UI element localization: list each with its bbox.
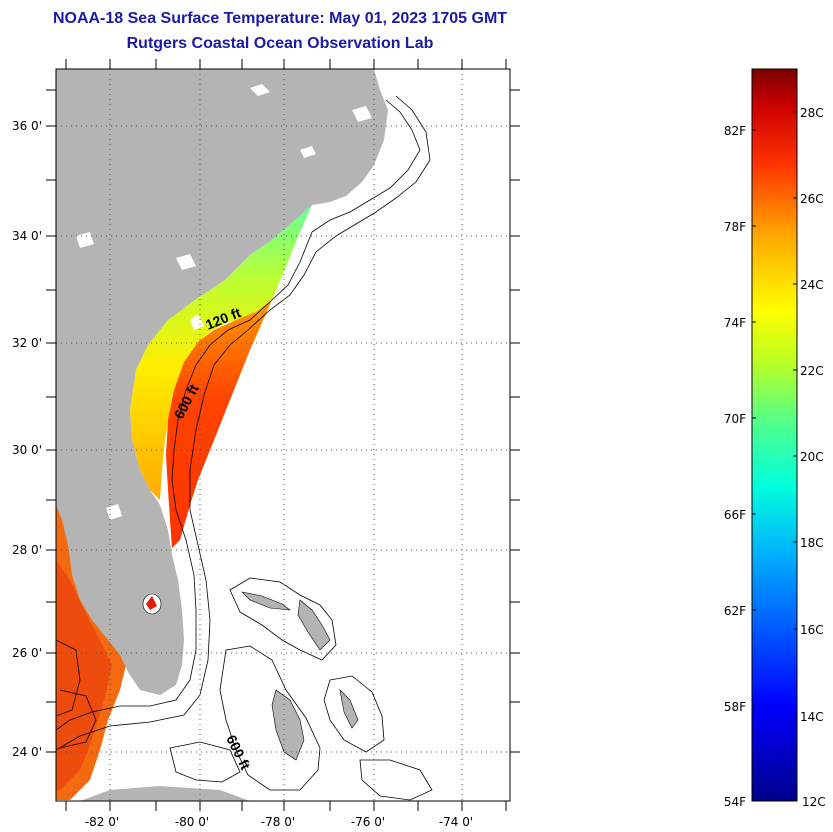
colorbar-c-18: 18C	[800, 536, 824, 550]
sst-gulf-warm	[56, 560, 112, 790]
lat-label-28: 28 0'	[12, 543, 42, 557]
land-grand-bahama	[241, 591, 292, 611]
sst-offshore-wedge	[166, 300, 272, 548]
lat-label-26: 26 0'	[12, 646, 42, 660]
colorbar-f-66: 66F	[724, 508, 746, 522]
colorbar-f-74: 74F	[724, 316, 746, 330]
map-subtitle: Rutgers Coastal Ocean Observation Lab	[126, 35, 434, 52]
lat-label-34: 34 0'	[12, 229, 42, 243]
lat-label-32: 32 0'	[12, 336, 42, 350]
colorbar-c-12: 12C	[802, 795, 826, 809]
lon-label-80: -80 0'	[175, 815, 209, 829]
colorbar-gradient	[751, 68, 798, 802]
land-andros	[271, 689, 305, 761]
colorbar-c-28: 28C	[800, 106, 824, 120]
colorbar-f-82: 82F	[724, 124, 746, 138]
colorbar-c-16: 16C	[800, 623, 824, 637]
land-us-florida	[56, 69, 388, 695]
lon-label-78: -78 0'	[261, 815, 295, 829]
land-abaco	[297, 599, 331, 651]
lon-label-82: -82 0'	[85, 815, 119, 829]
map-title: NOAA-18 Sea Surface Temperature: May 01,…	[52, 10, 508, 27]
lat-label-24: 24 0'	[12, 745, 42, 759]
colorbar-c-26: 26C	[800, 192, 824, 206]
lat-label-30: 30 0'	[12, 443, 42, 457]
lon-label-74: -74 0'	[439, 815, 473, 829]
colorbar-c-24: 24C	[800, 278, 824, 292]
colorbar-f-54: 54F	[724, 795, 746, 809]
sst-coastal-band	[130, 205, 312, 500]
colorbar-f-70: 70F	[724, 412, 746, 426]
colorbar-f-58: 58F	[724, 700, 746, 714]
map-frame	[55, 68, 511, 802]
axis-ticks	[46, 59, 520, 811]
lat-label-36: 36 0'	[12, 119, 42, 133]
lon-label-76: -76 0'	[351, 815, 385, 829]
colorbar-f-62: 62F	[724, 604, 746, 618]
lake-okeechobee-sst	[146, 596, 157, 610]
inland-lakes	[76, 84, 372, 520]
colorbar-ticks	[752, 111, 797, 717]
graticule	[56, 69, 510, 801]
colorbar-c-20: 20C	[800, 450, 824, 464]
bathymetry-contours	[56, 95, 433, 801]
land-cuba	[80, 786, 250, 801]
colorbar-c-22: 22C	[800, 364, 824, 378]
colorbar-f-78: 78F	[724, 220, 746, 234]
colorbar-c-14: 14C	[800, 710, 824, 724]
land-eleuthera	[339, 689, 359, 729]
